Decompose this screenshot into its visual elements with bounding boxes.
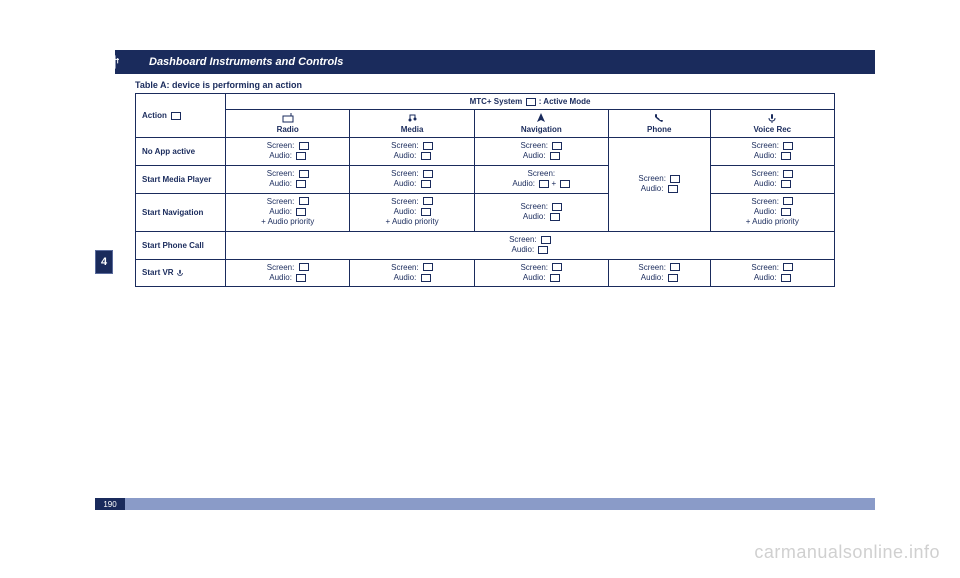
radio-icon	[282, 113, 294, 123]
cell: Screen: Audio:	[751, 169, 793, 188]
system-icon	[526, 98, 536, 106]
cell: Screen: Audio:	[391, 169, 433, 188]
page-footer-bar: 190	[95, 498, 875, 510]
cell: Screen: Audio:	[751, 141, 793, 160]
action-mode-table: Action MTC+ System : Active Mode Radio M…	[135, 93, 835, 287]
row-navigation: Start Navigation	[136, 193, 226, 231]
col-media: Media	[401, 125, 424, 134]
media-icon	[407, 113, 417, 123]
cell: Screen: Audio: + Audio priority	[385, 197, 438, 227]
chapter-tab: 4	[95, 250, 113, 274]
col-phone: Phone	[647, 125, 671, 134]
row-vr: Start VR	[142, 268, 174, 277]
super-header-system: MTC+ System	[470, 97, 523, 106]
cell: Screen: Audio:	[520, 202, 562, 221]
cell-phone-call-merged: Screen: Audio:	[509, 235, 551, 254]
cell: Screen: Audio:	[520, 263, 562, 282]
cell: Screen:Audio: +	[512, 169, 570, 188]
cell: Screen: Audio: + Audio priority	[746, 197, 799, 227]
vr-icon	[176, 269, 184, 277]
page-number: 190	[95, 498, 125, 510]
super-header-mode: : Active Mode	[539, 97, 591, 106]
cell: Screen: Audio:	[520, 141, 562, 160]
header-title: Dashboard Instruments and Controls	[149, 56, 343, 68]
device-icon	[171, 112, 181, 120]
cell: Screen: Audio:	[267, 263, 309, 282]
row-phone-call: Start Phone Call	[136, 231, 226, 259]
cell: Screen: Audio:	[391, 263, 433, 282]
table-caption: Table A: device is performing an action	[135, 80, 875, 90]
col-action: Action	[142, 111, 167, 120]
phone-icon	[654, 113, 664, 123]
cell: Screen: Audio:	[267, 169, 309, 188]
cell-phone-merged: Screen: Audio:	[638, 174, 680, 193]
col-navigation: Navigation	[521, 125, 562, 134]
cell: Screen: Audio:	[638, 263, 680, 282]
header-bar: Dashboard Instruments and Controls	[115, 50, 875, 74]
col-radio: Radio	[277, 125, 299, 134]
cell: Screen: Audio:	[267, 141, 309, 160]
trident-logo-icon	[107, 54, 123, 70]
col-voice: Voice Rec	[753, 125, 791, 134]
watermark: carmanualsonline.info	[754, 542, 940, 563]
cell: Screen: Audio: + Audio priority	[261, 197, 314, 227]
cell: Screen: Audio:	[391, 141, 433, 160]
row-media-player: Start Media Player	[136, 165, 226, 193]
navigation-icon	[536, 113, 546, 123]
row-no-app: No App active	[136, 138, 226, 166]
cell: Screen: Audio:	[751, 263, 793, 282]
voice-icon	[767, 113, 777, 123]
